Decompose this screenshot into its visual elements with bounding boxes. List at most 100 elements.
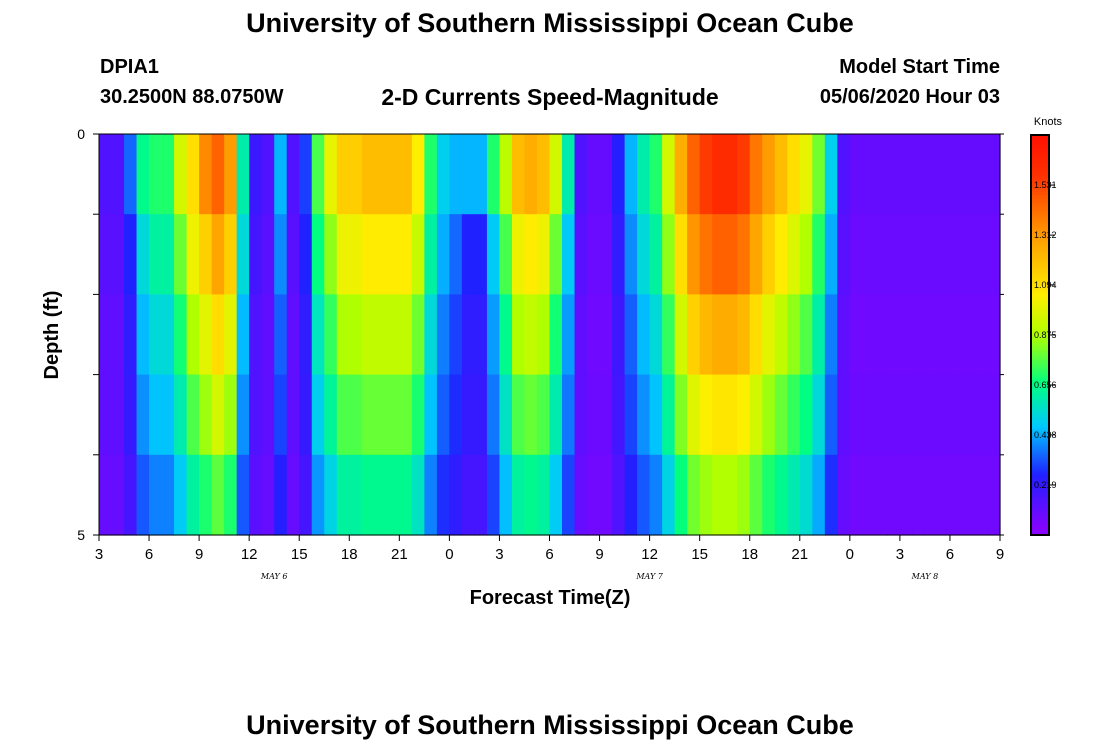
heatmap-cells	[99, 134, 1001, 536]
heatmap-cell	[211, 214, 225, 295]
heatmap-cell	[587, 134, 601, 215]
heatmap-cell	[837, 214, 851, 295]
x-tick-label: 3	[95, 546, 103, 563]
heatmap-cell	[749, 454, 763, 536]
x-axis: 3 6 9 12 15 18 21 0 3 6 9 12 15 18 21 0 3 6 9 MAY 6 MAY 7 MAY…	[95, 535, 1004, 581]
heatmap-cell	[349, 294, 363, 376]
heatmap-cell	[361, 294, 375, 376]
heatmap-cell	[161, 294, 175, 376]
heatmap-cell	[837, 134, 851, 215]
heatmap-cell	[599, 374, 613, 456]
heatmap-cell	[662, 374, 676, 456]
heatmap-cell	[424, 214, 438, 295]
heatmap-cell	[349, 214, 363, 295]
heatmap-cell	[511, 294, 526, 376]
heatmap-cell	[374, 214, 388, 295]
heatmap-cell	[974, 374, 989, 456]
x-tick-label: 9	[996, 546, 1004, 563]
heatmap-cell	[461, 294, 476, 376]
heatmap-cell	[799, 134, 813, 215]
heatmap-cell	[136, 374, 150, 456]
heatmap-cell	[649, 294, 663, 376]
heatmap-cell	[299, 454, 313, 536]
heatmap-cell	[924, 134, 939, 215]
heatmap-cell	[399, 454, 413, 536]
heatmap-cell	[649, 134, 663, 215]
heatmap-cell	[712, 294, 726, 376]
heatmap-cell	[399, 134, 413, 215]
heatmap-cell	[174, 294, 188, 376]
heatmap-cell	[849, 214, 863, 295]
x-tick-label: 0	[846, 546, 854, 563]
heatmap-cell	[849, 294, 863, 376]
heatmap-cell	[249, 454, 263, 536]
x-tick-label: 6	[145, 546, 153, 563]
x-date-label: MAY 7	[635, 572, 663, 581]
heatmap-cell	[436, 374, 450, 456]
heatmap-cell	[236, 134, 250, 215]
heatmap-cell	[536, 214, 551, 295]
heatmap-cell	[461, 134, 476, 215]
heatmap-cell	[987, 374, 1001, 456]
x-tick-label: 15	[291, 546, 308, 563]
heatmap-cell	[99, 294, 113, 376]
heatmap-cell	[224, 134, 238, 215]
heatmap-cell	[749, 374, 763, 456]
heatmap-cell	[724, 134, 738, 215]
heatmap-cell	[274, 454, 288, 536]
heatmap-cell	[336, 374, 350, 456]
heatmap-cell	[974, 134, 989, 215]
heatmap-cell	[286, 454, 300, 536]
heatmap-cell	[299, 214, 313, 295]
heatmap-cell	[149, 214, 163, 295]
heatmap-cell	[774, 214, 788, 295]
heatmap-cell	[949, 374, 964, 456]
heatmap-cell	[274, 214, 288, 295]
heatmap-cell	[549, 454, 563, 536]
x-tick-label: 21	[391, 546, 408, 563]
heatmap-cell	[261, 134, 275, 215]
heatmap-cell	[361, 454, 375, 536]
heatmap-cell	[261, 454, 275, 536]
heatmap-cell	[862, 214, 876, 295]
heatmap-cell	[649, 374, 663, 456]
heatmap-cell	[436, 134, 450, 215]
heatmap-cell	[424, 294, 438, 376]
heatmap-cell	[249, 294, 263, 376]
heatmap-cell	[349, 134, 363, 215]
heatmap-cell	[124, 294, 138, 376]
heatmap-cell	[336, 134, 350, 215]
heatmap-cell	[299, 294, 313, 376]
heatmap-cell	[386, 134, 400, 215]
heatmap-cell	[812, 454, 826, 536]
heatmap-cell	[862, 294, 876, 376]
heatmap-cell	[324, 134, 338, 215]
heatmap-cell	[136, 214, 150, 295]
heatmap-cell	[987, 294, 1001, 376]
heatmap-cell	[124, 454, 138, 536]
heatmap-cell	[799, 454, 813, 536]
heatmap-cell	[637, 214, 651, 295]
y-axis-title: Depth (ft)	[41, 291, 63, 380]
heatmap-cell	[962, 134, 976, 215]
heatmap-cell	[762, 294, 776, 376]
heatmap-cell	[674, 294, 688, 376]
heatmap-cell	[524, 374, 538, 456]
heatmap-cell	[912, 294, 926, 376]
heatmap-cell	[949, 454, 964, 536]
heatmap-cell	[536, 294, 551, 376]
heatmap-cell	[286, 374, 300, 456]
heatmap-cell	[562, 214, 576, 295]
heatmap-cell	[699, 134, 713, 215]
heatmap-cell	[949, 214, 964, 295]
x-tick-label: 0	[445, 546, 453, 563]
heatmap-cell	[436, 294, 450, 376]
heatmap-cell	[574, 294, 588, 376]
heatmap-cell	[787, 134, 801, 215]
heatmap-cell	[912, 134, 926, 215]
heatmap-cell	[361, 374, 375, 456]
heatmap-cell	[899, 214, 913, 295]
heatmap-cell	[662, 214, 676, 295]
heatmap-cell	[486, 294, 501, 376]
heatmap-cell	[424, 374, 438, 456]
